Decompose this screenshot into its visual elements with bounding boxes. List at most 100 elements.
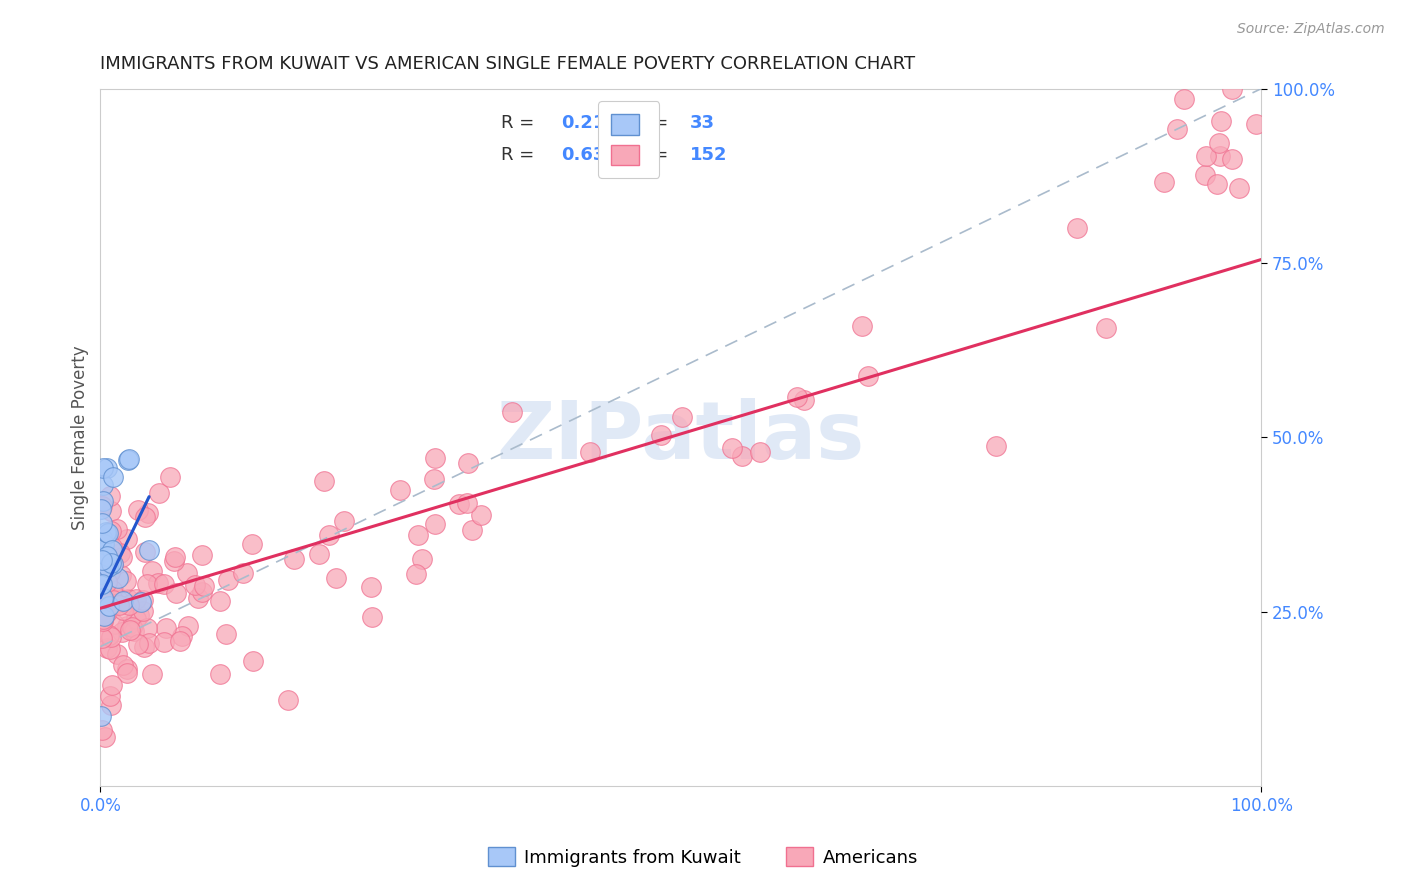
Point	[105, 648, 128, 662]
Point	[1173, 92, 1195, 106]
Point	[100, 556, 122, 570]
Point	[96, 574, 118, 589]
Point	[721, 442, 744, 456]
Point	[240, 537, 263, 551]
Point	[1166, 121, 1188, 136]
Point	[96, 575, 118, 590]
Point	[97, 526, 120, 541]
Point	[93, 541, 115, 555]
Point	[100, 582, 122, 597]
Point	[111, 549, 134, 564]
Point	[90, 553, 112, 567]
Point	[856, 368, 879, 383]
Point	[163, 554, 186, 568]
Point	[117, 592, 139, 607]
Point	[360, 580, 382, 594]
Text: R =: R =	[501, 146, 540, 164]
Point	[360, 610, 382, 624]
Point	[731, 449, 754, 463]
Point	[425, 450, 447, 465]
Point	[90, 560, 112, 574]
Point	[332, 514, 354, 528]
Point	[1209, 113, 1232, 128]
Point	[100, 543, 122, 558]
Point	[96, 550, 118, 565]
Point	[103, 584, 125, 599]
Point	[318, 527, 340, 541]
Point	[101, 557, 124, 571]
Point	[94, 731, 117, 745]
Point	[141, 564, 163, 578]
Point	[100, 678, 122, 692]
Legend: Immigrants from Kuwait, Americans: Immigrants from Kuwait, Americans	[481, 840, 925, 874]
Point	[277, 692, 299, 706]
Point	[128, 608, 150, 623]
Text: N =: N =	[634, 146, 675, 164]
Point	[93, 537, 115, 551]
Point	[108, 598, 131, 612]
Point	[94, 560, 117, 574]
Point	[90, 549, 112, 564]
Point	[112, 602, 135, 616]
Point	[90, 632, 112, 646]
Point	[91, 591, 114, 606]
Point	[786, 390, 808, 404]
Point	[100, 503, 122, 517]
Point	[122, 624, 145, 639]
Point	[389, 483, 412, 498]
Point	[91, 611, 114, 625]
Point	[169, 634, 191, 648]
Point	[208, 594, 231, 608]
Point	[98, 565, 121, 579]
Point	[1209, 149, 1232, 163]
Point	[135, 577, 157, 591]
Point	[129, 595, 152, 609]
Point	[91, 576, 114, 591]
Point	[96, 605, 118, 619]
Text: N =: N =	[634, 114, 675, 133]
Point	[91, 494, 114, 508]
Point	[90, 560, 112, 574]
Text: ZIPatlas: ZIPatlas	[496, 399, 865, 476]
Point	[314, 474, 336, 488]
Point	[100, 630, 122, 644]
Point	[136, 506, 159, 520]
Point	[90, 567, 112, 582]
Point	[94, 524, 117, 539]
Point	[215, 627, 238, 641]
Point	[121, 620, 143, 634]
Point	[148, 485, 170, 500]
Text: 33: 33	[690, 114, 716, 133]
Point	[96, 461, 118, 475]
Point	[176, 566, 198, 581]
Point	[155, 621, 177, 635]
Point	[152, 635, 174, 649]
Point	[98, 641, 121, 656]
Point	[1208, 136, 1230, 150]
Y-axis label: Single Female Poverty: Single Female Poverty	[72, 345, 89, 530]
Point	[98, 689, 121, 703]
Point	[103, 616, 125, 631]
Point	[1195, 149, 1218, 163]
Point	[191, 549, 214, 563]
Point	[1244, 117, 1267, 131]
Point	[447, 497, 470, 511]
Legend: , : ,	[598, 101, 659, 178]
Point	[91, 591, 114, 606]
Point	[187, 591, 209, 605]
Point	[146, 576, 169, 591]
Point	[1066, 221, 1088, 235]
Point	[184, 578, 207, 592]
Point	[127, 637, 149, 651]
Point	[91, 607, 114, 622]
Point	[90, 502, 112, 516]
Point	[90, 577, 112, 591]
Point	[100, 489, 122, 503]
Point	[101, 540, 124, 554]
Point	[125, 591, 148, 606]
Point	[132, 640, 155, 655]
Point	[1220, 82, 1243, 96]
Point	[118, 451, 141, 466]
Point	[91, 461, 114, 475]
Point	[1095, 321, 1118, 335]
